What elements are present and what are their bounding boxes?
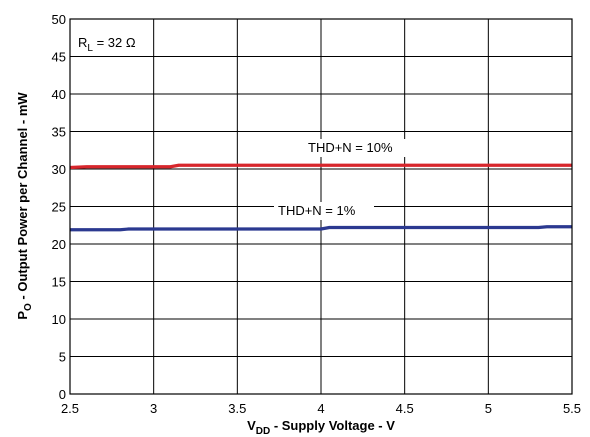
series-lines <box>69 163 572 232</box>
y-axis-title: PO - Output Power per Channel - mW <box>15 92 34 320</box>
x-axis-title: VDD - Supply Voltage - V <box>247 418 395 437</box>
y-tick-label: 45 <box>52 50 66 65</box>
y-tick-labels: 0 5 10 15 20 25 30 35 40 45 50 <box>52 12 66 402</box>
y-tick-label: 20 <box>52 237 66 252</box>
x-tick-label: 3 <box>150 401 157 416</box>
y-tick-label: 25 <box>52 200 66 215</box>
x-tick-labels: 2.5 3 3.5 4 4.5 5 5.5 <box>61 401 581 416</box>
thd10-label-bg <box>304 139 414 157</box>
y-tick-label: 15 <box>52 275 66 290</box>
y-tick-label: 5 <box>59 350 66 365</box>
y-tick-label: 30 <box>52 162 66 177</box>
y-tick-label: 50 <box>52 12 66 27</box>
x-tick-label: 4.5 <box>396 401 414 416</box>
x-tick-label: 5.5 <box>563 401 581 416</box>
thd1-label-bg <box>274 202 374 220</box>
y-tick-label: 35 <box>52 125 66 140</box>
thd10-label: THD+N = 10% <box>308 140 393 155</box>
load-resistance-label: RL = 32 Ω <box>78 35 136 54</box>
x-tick-label: 2.5 <box>61 401 79 416</box>
x-tick-label: 4 <box>317 401 324 416</box>
plot-frame <box>69 18 573 395</box>
y-tick-label: 10 <box>52 312 66 327</box>
x-tick-label: 5 <box>485 401 492 416</box>
series-line-thd-10pct <box>69 163 572 170</box>
y-tick-label: 40 <box>52 87 66 102</box>
thd1-label: THD+N = 1% <box>278 203 356 218</box>
series-line-thd-1pct <box>70 225 572 232</box>
y-tick-label: 0 <box>59 387 66 402</box>
x-tick-label: 3.5 <box>228 401 246 416</box>
